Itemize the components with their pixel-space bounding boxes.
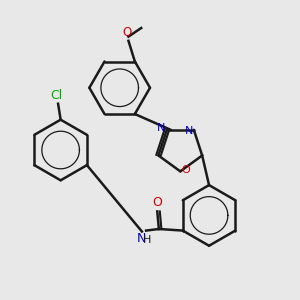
Text: O: O [181, 165, 190, 176]
Text: O: O [153, 196, 163, 209]
Text: N: N [157, 123, 165, 133]
Text: Cl: Cl [51, 89, 63, 102]
Text: O: O [122, 26, 131, 40]
Text: N: N [184, 126, 193, 136]
Text: H: H [143, 235, 152, 245]
Text: N: N [137, 232, 147, 245]
